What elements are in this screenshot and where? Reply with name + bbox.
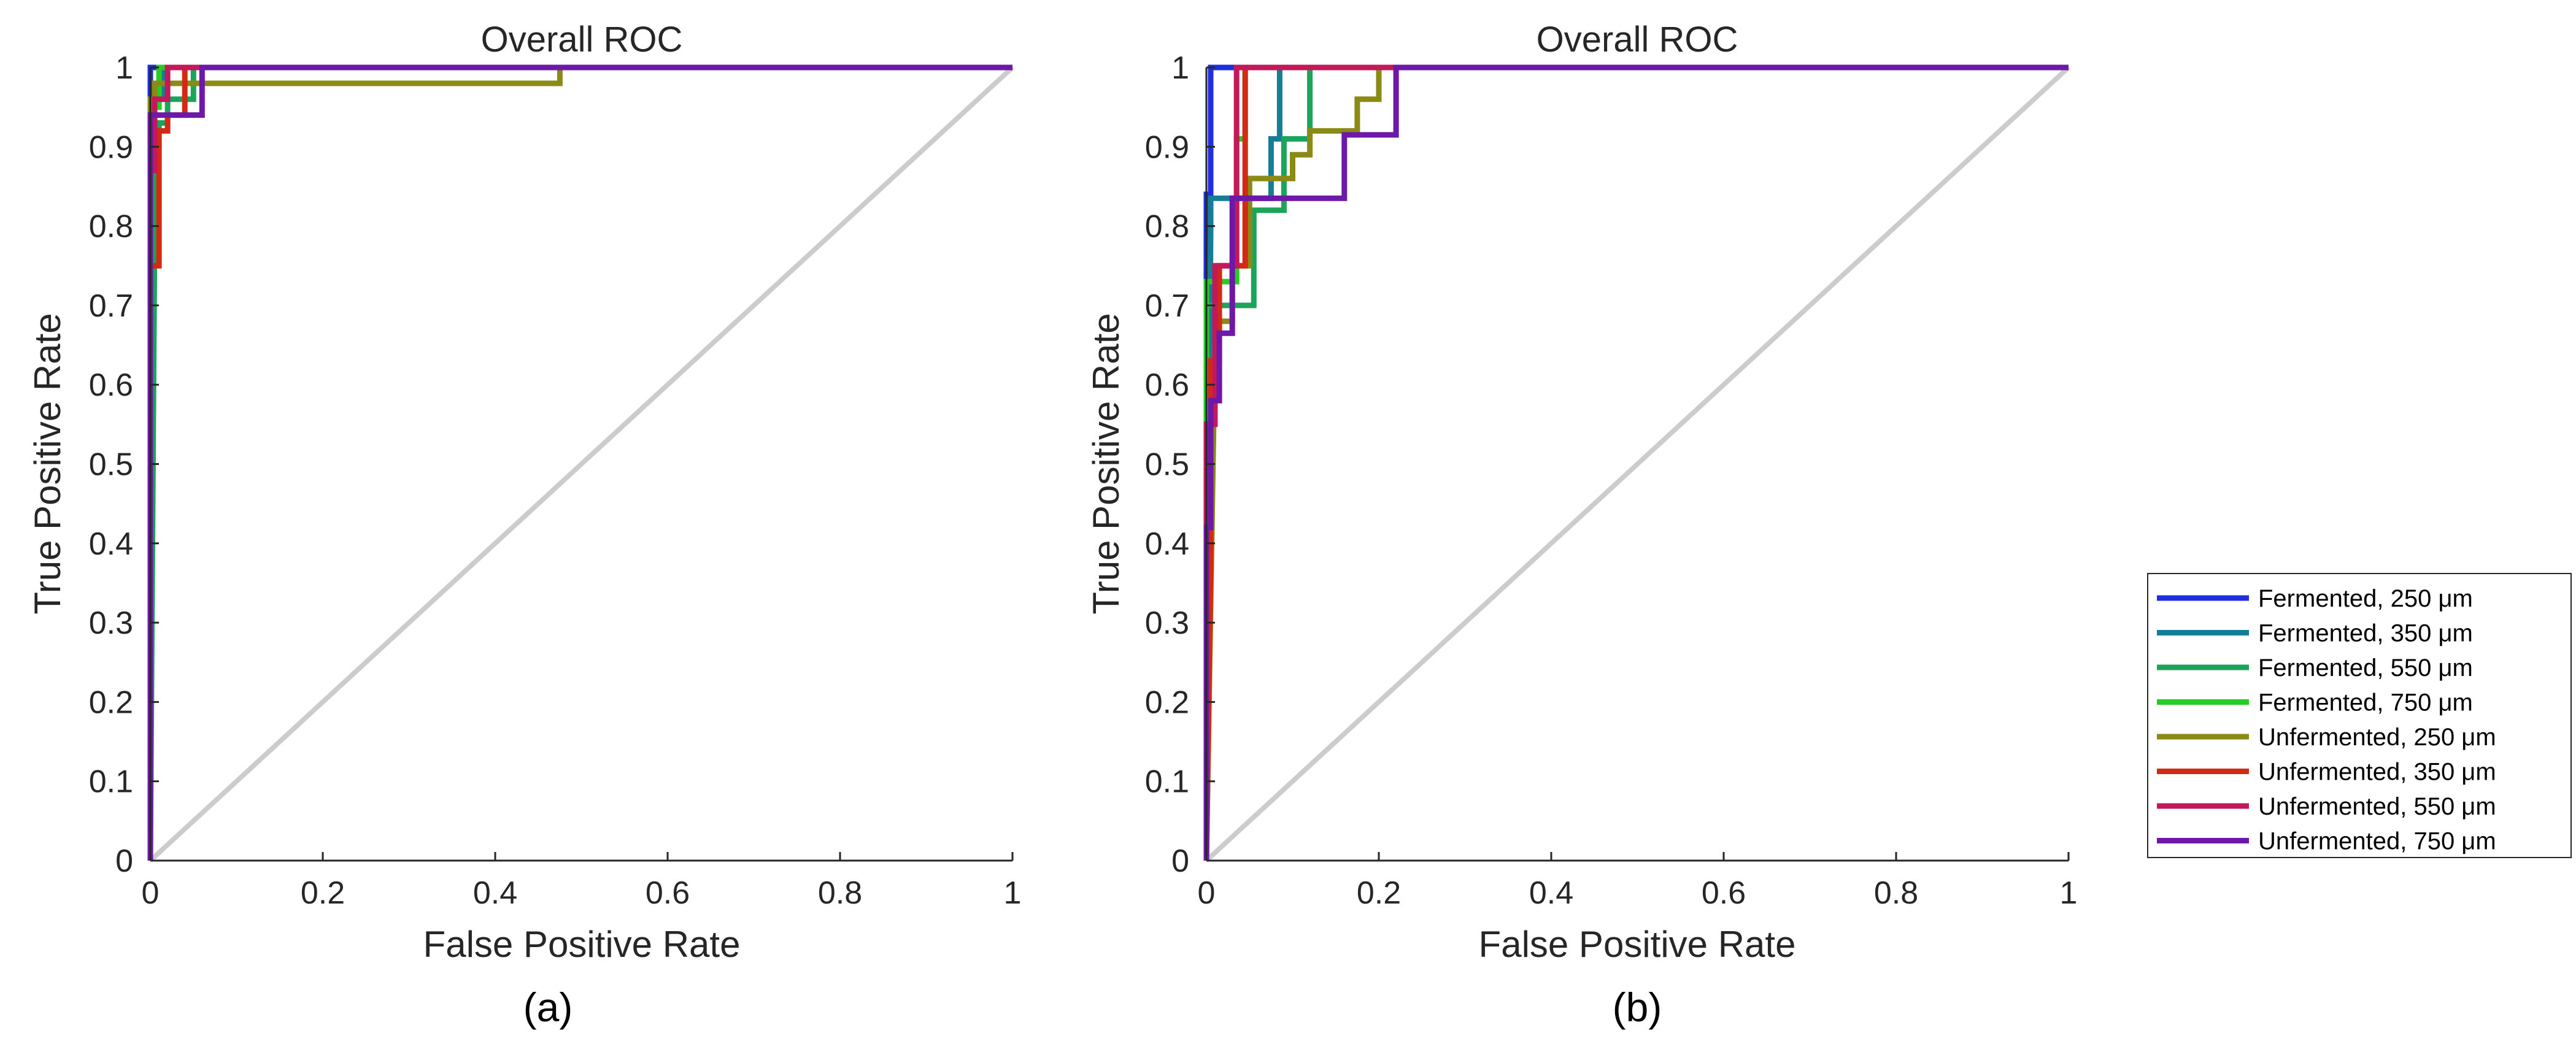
y-tick-label: 0.6 bbox=[1145, 367, 1189, 403]
y-tick-label: 0.8 bbox=[1145, 209, 1189, 245]
reference-line-b bbox=[1205, 66, 2070, 862]
y-ticks-a: 0 0.1 0.2 0.3 0.4 0.5 0.6 0.7 0.8 0.9 1 bbox=[89, 50, 159, 879]
chart-title-b: Overall ROC bbox=[1537, 20, 1738, 59]
x-tick-label: 0 bbox=[142, 875, 160, 911]
y-axis-label-b: True Positive Rate bbox=[1086, 313, 1127, 614]
y-tick-label: 0.9 bbox=[1145, 129, 1189, 165]
y-tick-label: 0.7 bbox=[1145, 288, 1189, 324]
y-tick-label: 0.5 bbox=[89, 447, 133, 483]
roc-curve-fermented-350-um-b bbox=[1203, 64, 2069, 861]
x-tick-label: 0.4 bbox=[1529, 875, 1573, 911]
roc-curve-fermented-550-um-b bbox=[1203, 64, 2069, 861]
x-ticks-a: 0 0.2 0.4 0.6 0.8 1 bbox=[142, 852, 1022, 911]
roc-curve-unfermented-350-um-b bbox=[1203, 64, 2069, 861]
reference-diagonal-b bbox=[1205, 66, 2070, 862]
roc-curve-unfermented-250-um-b bbox=[1203, 64, 2069, 861]
panel-label-b: (b) bbox=[1613, 985, 1662, 1030]
legend-label-unfermented-550-um: Unfermented, 550 μm bbox=[2258, 793, 2496, 820]
legend-label-fermented-350-um: Fermented, 350 μm bbox=[2258, 620, 2473, 647]
legend-box bbox=[2147, 573, 2572, 858]
x-axis-label-b: False Positive Rate bbox=[1479, 924, 1796, 965]
x-tick-label: 0.6 bbox=[1702, 875, 1746, 911]
y-tick-label: 0.4 bbox=[89, 526, 133, 562]
legend-entries: Fermented, 250 μm Fermented, 350 μm Fermen… bbox=[2157, 585, 2496, 855]
x-axis-label-a: False Positive Rate bbox=[423, 924, 741, 965]
x-tick-label: 1 bbox=[2060, 875, 2078, 911]
reference-line-a bbox=[148, 66, 1014, 862]
roc-curve-unfermented-350-um-a bbox=[147, 64, 1012, 861]
x-tick-label: 0.4 bbox=[473, 875, 517, 911]
y-tick-label: 0.4 bbox=[1145, 526, 1189, 562]
legend-label-unfermented-250-um: Unfermented, 250 μm bbox=[2258, 724, 2496, 751]
y-tick-label: 0.2 bbox=[89, 685, 133, 720]
reference-diagonal-a bbox=[148, 66, 1014, 862]
x-tick-label: 0.6 bbox=[646, 875, 690, 911]
legend-label-fermented-550-um: Fermented, 550 μm bbox=[2258, 654, 2473, 681]
x-tick-label: 0 bbox=[1198, 875, 1216, 911]
legend-label-unfermented-750-um: Unfermented, 750 μm bbox=[2258, 828, 2496, 855]
y-tick-label: 0.1 bbox=[89, 764, 133, 800]
roc-panel-a: Overall ROC 0 0.2 0.4 0.6 0.8 1 0 0.1 0.2 0.3 0.4… bbox=[27, 20, 1021, 1030]
y-tick-label: 0.3 bbox=[1145, 605, 1189, 641]
y-tick-label: 0.2 bbox=[1145, 685, 1189, 720]
y-tick-label: 0.6 bbox=[89, 367, 133, 403]
legend-label-fermented-750-um: Fermented, 750 μm bbox=[2258, 689, 2473, 716]
y-tick-label: 0.3 bbox=[89, 605, 133, 641]
panel-label-a: (a) bbox=[523, 985, 573, 1030]
x-tick-label: 0.2 bbox=[1357, 875, 1401, 911]
y-axis-label-a: True Positive Rate bbox=[27, 313, 68, 614]
roc-panel-b: Overall ROC 0 0.2 0.4 0.6 0.8 1 0 0.1 0.2 0.3 0.4… bbox=[1086, 20, 2077, 1030]
y-tick-label: 0.1 bbox=[1145, 764, 1189, 800]
x-tick-label: 1 bbox=[1004, 875, 1022, 911]
y-tick-label: 1 bbox=[1171, 50, 1189, 86]
x-tick-label: 0.2 bbox=[301, 875, 345, 911]
legend-label-fermented-250-um: Fermented, 250 μm bbox=[2258, 585, 2473, 612]
x-tick-label: 0.8 bbox=[1874, 875, 1918, 911]
y-tick-label: 0 bbox=[1171, 843, 1189, 879]
y-tick-label: 0.5 bbox=[1145, 447, 1189, 483]
chart-title-a: Overall ROC bbox=[481, 20, 683, 59]
y-tick-label: 0.7 bbox=[89, 288, 133, 324]
y-ticks-b: 0 0.1 0.2 0.3 0.4 0.5 0.6 0.7 0.8 0.9 1 bbox=[1145, 50, 1215, 879]
y-tick-label: 1 bbox=[115, 50, 133, 86]
x-ticks-b: 0 0.2 0.4 0.6 0.8 1 bbox=[1198, 852, 2078, 911]
legend-label-unfermented-350-um: Unfermented, 350 μm bbox=[2258, 759, 2496, 786]
roc-curve-unfermented-750-um-b bbox=[1203, 64, 2069, 861]
y-tick-label: 0 bbox=[115, 843, 133, 879]
y-tick-label: 0.9 bbox=[89, 129, 133, 165]
legend: Fermented, 250 μm Fermented, 350 μm Fermen… bbox=[2147, 573, 2572, 858]
y-tick-label: 0.8 bbox=[89, 209, 133, 245]
x-tick-label: 0.8 bbox=[818, 875, 862, 911]
